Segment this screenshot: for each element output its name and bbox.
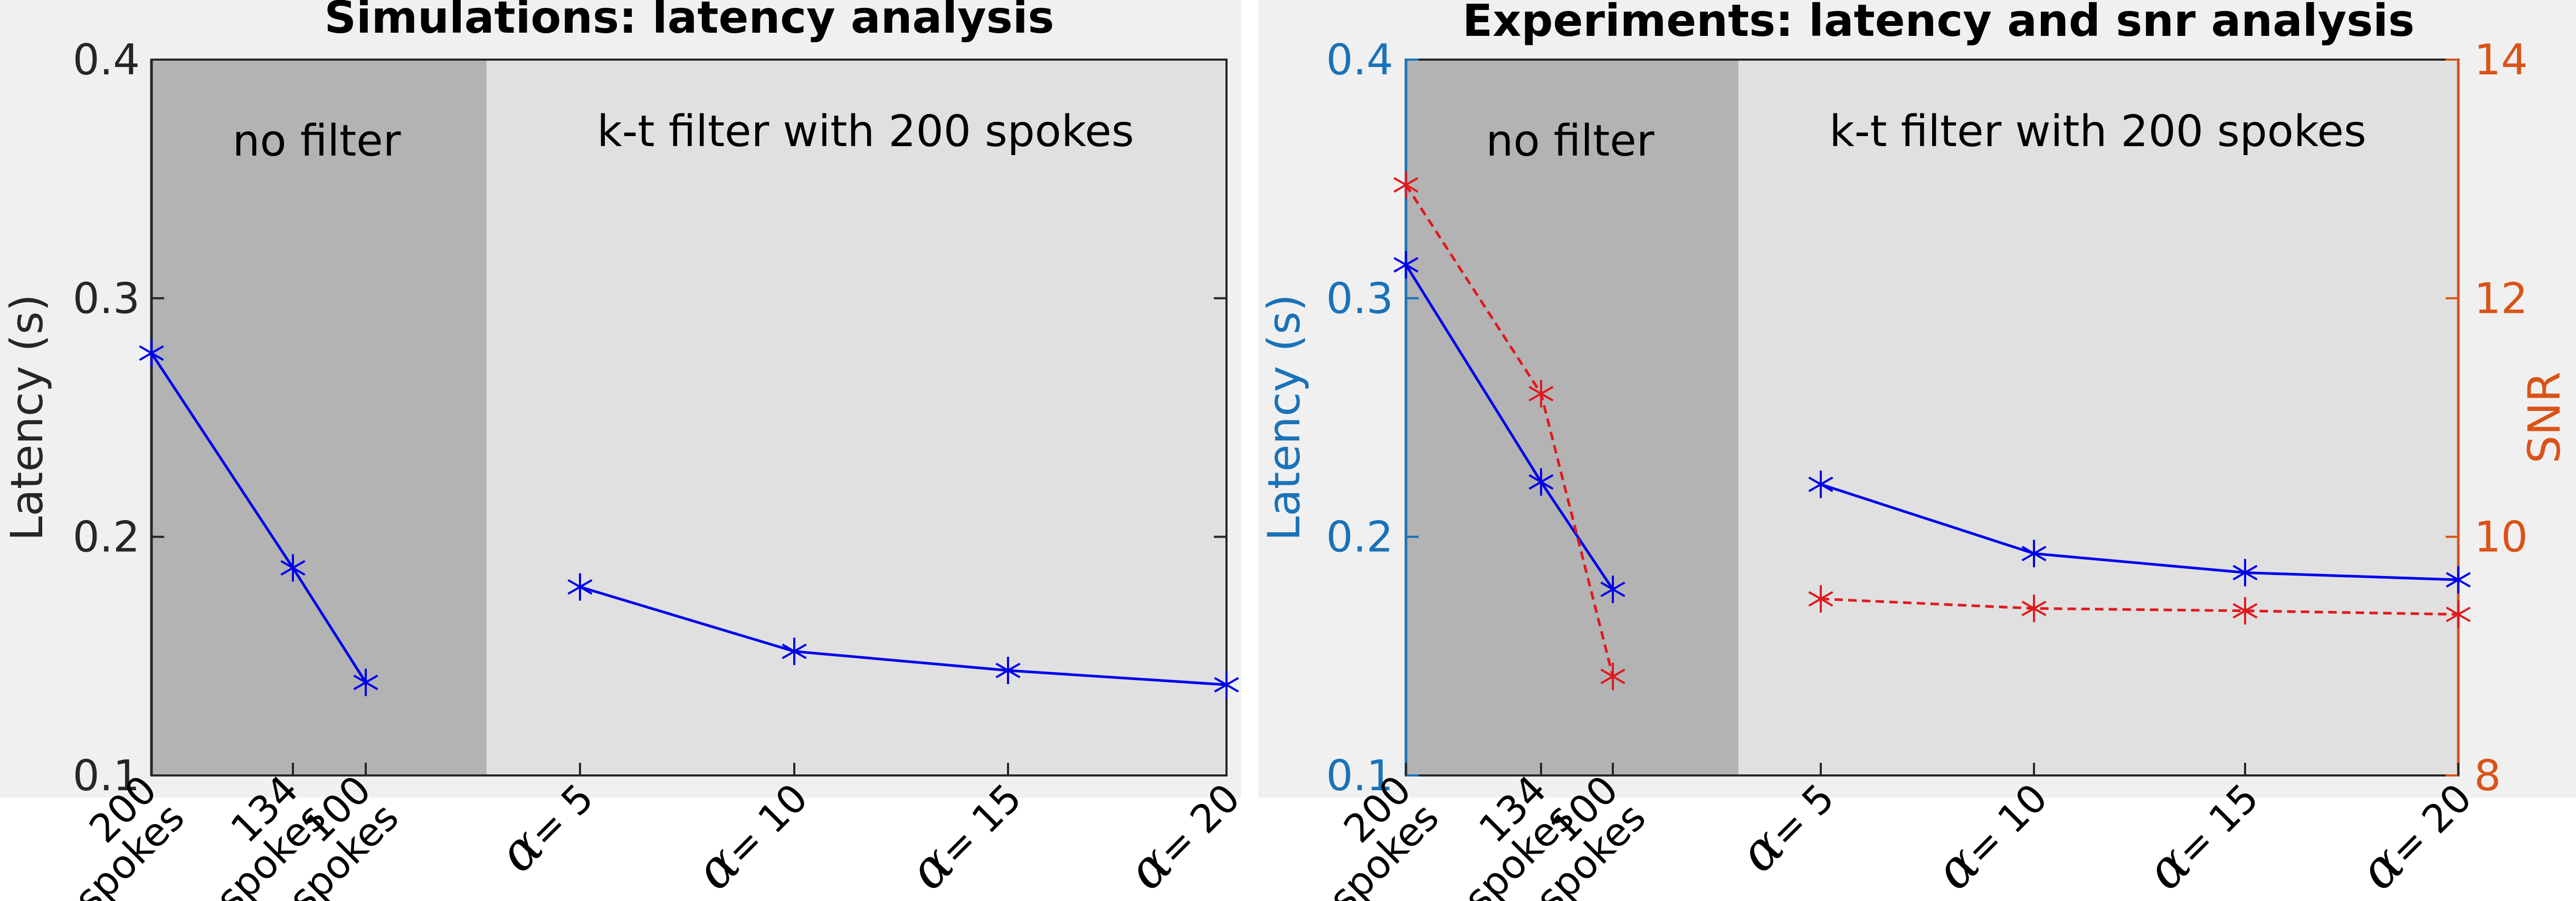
y-tick-label: 0.2 <box>73 513 140 562</box>
y-axis-label: Latency (s) <box>1258 294 1310 541</box>
chart-title: Simulations: latency analysis <box>324 0 1054 43</box>
region-label-kt-filter: k-t filter with 200 spokes <box>597 107 1134 157</box>
data-point-marker <box>782 637 807 665</box>
data-point-marker <box>280 554 306 582</box>
y-tick-label: 0.1 <box>1326 751 1393 800</box>
marker-stroke <box>567 579 593 595</box>
region-kt-filter <box>487 60 1227 775</box>
series-line <box>1820 483 2459 581</box>
marker-stroke <box>1528 386 1554 401</box>
marker-stroke <box>1600 581 1626 597</box>
marker-stroke <box>1808 476 1833 492</box>
region-label-no-filter: no filter <box>233 116 401 166</box>
data-point-marker <box>1528 380 1554 408</box>
marker-stroke <box>1600 668 1626 685</box>
y-right-tick-label: 14 <box>2474 35 2528 84</box>
y-axis-label: Latency (s) <box>1 294 53 541</box>
y-tick-label: 0.4 <box>73 35 140 84</box>
data-point-marker <box>1528 468 1554 496</box>
data-point-marker <box>139 339 164 367</box>
marker-stroke <box>995 663 1021 678</box>
data-point-marker <box>1600 663 1626 691</box>
marker-stroke <box>1393 177 1419 193</box>
data-point-marker <box>2021 540 2047 568</box>
marker-stroke <box>280 560 306 576</box>
data-point-marker <box>1393 171 1419 199</box>
y-tick-label: 0.1 <box>73 751 140 800</box>
data-point-marker <box>2232 597 2258 625</box>
marker-stroke <box>2232 603 2258 619</box>
y-tick-label: 0.3 <box>73 274 140 323</box>
y-right-tick-label: 12 <box>2474 274 2528 323</box>
data-point-marker <box>2446 566 2471 594</box>
marker-stroke <box>2446 606 2471 622</box>
data-point-marker <box>1808 471 1833 499</box>
data-point-marker <box>1214 671 1239 699</box>
data-point-marker <box>2446 600 2471 628</box>
series-latency <box>1393 251 2471 603</box>
marker-stroke <box>1214 677 1239 693</box>
series-line <box>1820 597 2459 616</box>
data-point-marker <box>2021 595 2047 622</box>
data-point-marker <box>567 573 593 601</box>
data-point-marker <box>1393 251 1419 279</box>
data-point-marker <box>1600 576 1626 603</box>
y-axis-label-right: SNR <box>2518 371 2570 464</box>
marker-stroke <box>1393 257 1419 273</box>
region-label-kt-filter: k-t filter with 200 spokes <box>1829 107 2366 157</box>
marker-stroke <box>2021 600 2047 617</box>
marker-stroke <box>2232 564 2258 581</box>
chart-simulations: no filter k-t filter with 200 spokes 0.1 0.… <box>0 0 1249 901</box>
marker-stroke <box>353 674 378 691</box>
marker-stroke <box>782 644 807 659</box>
data-point-marker <box>1808 585 1833 613</box>
series-line <box>579 586 1227 686</box>
series-snr <box>1393 171 2471 691</box>
data-point-marker <box>995 656 1021 684</box>
marker-stroke <box>1528 474 1554 490</box>
y-right-tick-label: 8 <box>2474 751 2501 800</box>
region-no-filter <box>151 60 487 775</box>
data-point-marker <box>2232 559 2258 587</box>
marker-stroke <box>1808 591 1833 607</box>
y-tick-label: 0.2 <box>1326 513 1393 562</box>
marker-stroke <box>139 345 164 361</box>
y-tick-label: 0.4 <box>1326 35 1393 84</box>
marker-stroke <box>2021 545 2047 562</box>
data-point-marker <box>353 668 378 696</box>
y-right-tick-label: 10 <box>2474 513 2528 562</box>
region-no-filter <box>1406 60 1738 775</box>
y-tick-label: 0.3 <box>1326 274 1393 323</box>
chart-title: Experiments: latency and snr analysis <box>1462 0 2415 46</box>
region-label-no-filter: no filter <box>1486 116 1655 166</box>
chart-experiments: no filter k-t filter with 200 spokes 0.1 0.… <box>1258 0 2576 901</box>
region-kt-filter <box>1738 60 2458 775</box>
marker-stroke <box>2446 572 2471 588</box>
series-latency <box>139 339 1239 699</box>
